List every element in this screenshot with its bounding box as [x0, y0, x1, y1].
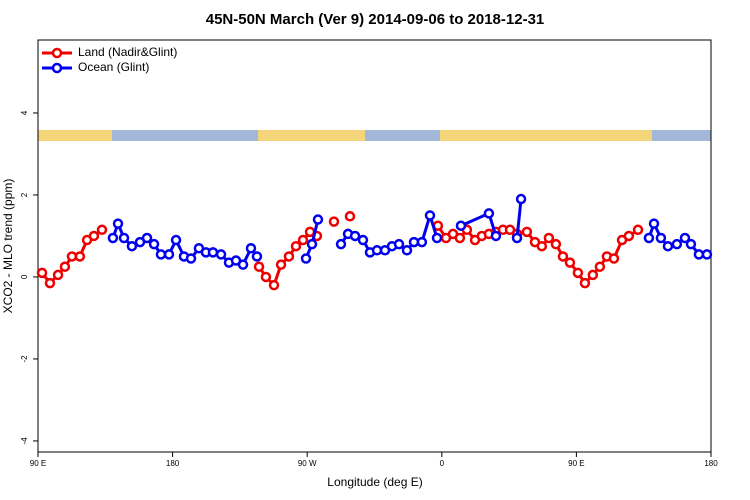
point [163, 249, 175, 260]
point [328, 216, 340, 227]
point [118, 232, 130, 244]
y-tick-label: -4 [20, 437, 29, 445]
point [579, 277, 591, 289]
point [357, 234, 369, 246]
point [215, 249, 227, 260]
point [260, 271, 272, 283]
point [52, 269, 64, 281]
point [185, 253, 197, 264]
point [424, 210, 436, 221]
plot-frame [37, 39, 712, 453]
y-tick-label: -2 [20, 355, 29, 363]
point [96, 224, 108, 236]
map-strip [38, 130, 711, 141]
point [557, 251, 569, 262]
point [245, 243, 257, 254]
point [107, 232, 119, 244]
point [648, 218, 660, 229]
y-tick-label: 4 [20, 110, 29, 115]
point [112, 218, 124, 229]
point [623, 230, 635, 242]
point [693, 249, 705, 260]
x-tick-label: 180 [704, 459, 718, 468]
point [490, 230, 502, 242]
point [268, 279, 280, 291]
point [349, 230, 361, 242]
point [312, 214, 324, 225]
point [594, 261, 606, 272]
point [608, 253, 620, 264]
x-tick-label: 90 E [30, 459, 46, 468]
point [306, 238, 318, 250]
point [455, 220, 467, 231]
point [685, 238, 697, 250]
point [564, 257, 576, 268]
point [59, 261, 71, 272]
point [297, 234, 309, 246]
point [643, 232, 655, 244]
point [483, 208, 495, 219]
point [170, 234, 182, 246]
y-tick-label: 2 [20, 192, 29, 197]
point [126, 240, 138, 252]
point [515, 193, 527, 205]
x-tick-label: 90 W [298, 459, 317, 468]
point [44, 277, 56, 289]
point [536, 240, 548, 252]
point [543, 232, 555, 244]
point [393, 238, 405, 250]
point [587, 269, 599, 281]
point [141, 232, 153, 244]
point [550, 238, 562, 250]
point [335, 238, 347, 250]
point [521, 226, 533, 238]
point [251, 251, 263, 262]
point [401, 245, 413, 256]
legend-label: Land (Nadir&Glint) [78, 45, 177, 59]
x-axis-label: Longitude (deg E) [327, 475, 422, 489]
point [283, 251, 295, 262]
point [416, 236, 428, 248]
point [701, 249, 713, 260]
x-tick-label: 0 [440, 459, 445, 468]
point [253, 261, 265, 272]
x-tick-label: 90 E [568, 459, 584, 468]
point [155, 249, 167, 260]
point [671, 238, 683, 250]
point [632, 224, 644, 236]
y-tick-label: 0 [20, 274, 29, 279]
point [148, 238, 160, 250]
point [88, 230, 100, 242]
point [207, 247, 219, 258]
point [655, 232, 667, 244]
point [344, 211, 356, 222]
point [454, 232, 466, 244]
point [572, 267, 584, 279]
legend-marker [51, 47, 63, 59]
point [300, 253, 312, 264]
point [431, 232, 443, 244]
y-axis-label: XCO2 - MLO trend (ppm) [1, 179, 15, 314]
point [511, 232, 523, 244]
point [74, 251, 86, 262]
point [237, 259, 249, 270]
point [36, 267, 48, 279]
legend-label: Ocean (Glint) [78, 60, 149, 74]
point [679, 232, 691, 244]
x-tick-label: 180 [166, 459, 180, 468]
chart-title: 45N-50N March (Ver 9) 2014-09-06 to 2018… [206, 11, 545, 28]
point [662, 240, 674, 252]
point [290, 240, 302, 252]
legend-marker [51, 62, 63, 74]
point [275, 259, 287, 270]
